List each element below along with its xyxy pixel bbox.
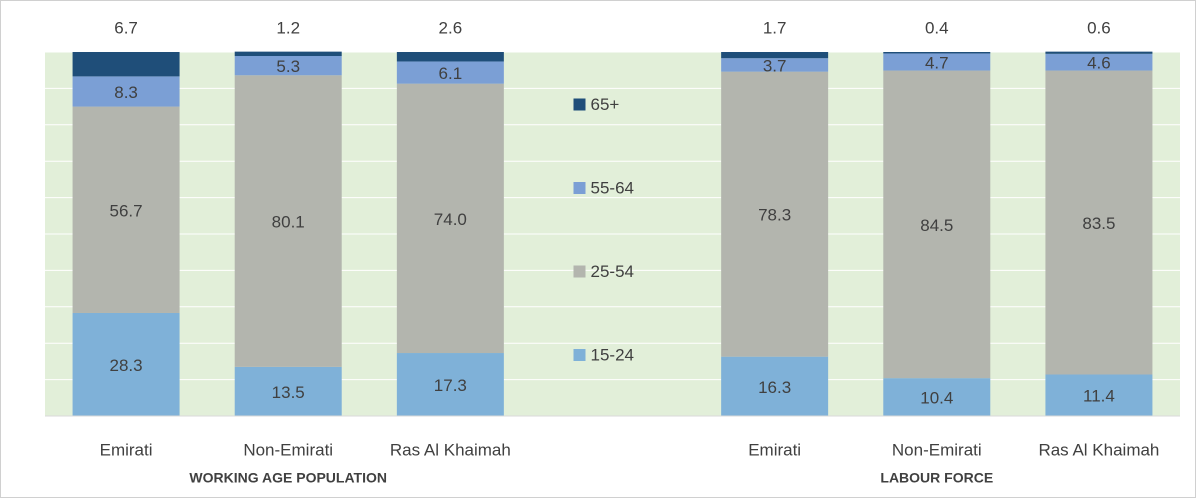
bar-segment [72, 312, 180, 416]
bar-segment [396, 353, 504, 416]
data-label: 1.7 [763, 18, 787, 37]
data-label: 2.6 [439, 18, 463, 37]
bar-segment [234, 51, 342, 57]
bar-segment [883, 378, 991, 416]
data-label: 56.7 [110, 201, 143, 220]
legend-label: 25-54 [591, 262, 634, 281]
bar-segment [72, 106, 180, 313]
bar-segment [1045, 53, 1153, 71]
x-tick-label: Emirati [100, 440, 153, 459]
data-label: 10.4 [920, 389, 953, 408]
data-label: 4.6 [1087, 54, 1111, 73]
x-tick-label: Non-Emirati [243, 440, 333, 459]
data-label: 1.2 [276, 18, 300, 37]
data-label: 28.3 [110, 356, 143, 375]
bar-segment [1045, 70, 1153, 375]
bar-segment [721, 52, 829, 59]
legend-label: 55-64 [591, 178, 634, 197]
group-label: WORKING AGE POPULATION [189, 470, 387, 486]
bar-segment [721, 356, 829, 416]
data-label: 8.3 [114, 83, 138, 102]
legend-label: 15-24 [591, 345, 634, 364]
bar-segment [234, 75, 342, 367]
data-label: 6.1 [439, 64, 463, 83]
legend-swatch [573, 98, 586, 111]
legend-swatch [573, 349, 586, 361]
legend-swatch [573, 265, 586, 278]
data-label: 80.1 [272, 213, 305, 232]
bar-segment [396, 61, 504, 84]
data-label: 74.0 [434, 210, 467, 229]
x-tick-label: Emirati [748, 440, 801, 459]
data-label: 83.5 [1082, 214, 1115, 233]
bar-segment [396, 52, 504, 62]
bar-segment [883, 53, 991, 71]
data-label: 0.6 [1087, 18, 1111, 37]
group-label: LABOUR FORCE [880, 470, 993, 486]
data-label: 84.5 [920, 216, 953, 235]
x-tick-label: Non-Emirati [892, 440, 982, 459]
data-label: 3.7 [763, 56, 787, 75]
data-label: 78.3 [758, 206, 791, 225]
bar-segment [1045, 374, 1153, 416]
bar-segment [721, 58, 829, 72]
legend-label: 65+ [591, 95, 620, 114]
data-label: 0.4 [925, 18, 949, 37]
data-label: 17.3 [434, 376, 467, 395]
bar-segment [1045, 51, 1153, 54]
data-label: 11.4 [1083, 387, 1115, 406]
bar-segment [396, 83, 504, 354]
bar-segment [234, 366, 342, 416]
legend-swatch [573, 182, 586, 194]
data-label: 4.7 [925, 53, 949, 72]
data-label: 6.7 [114, 18, 138, 37]
bar-segment [721, 71, 829, 357]
bar-segment [883, 70, 991, 379]
bar-segment [72, 52, 180, 77]
data-label: 16.3 [758, 378, 791, 397]
bar-segment [234, 56, 342, 76]
bar-segment [883, 52, 991, 54]
x-tick-label: Ras Al Khaimah [390, 440, 511, 459]
x-tick-label: Ras Al Khaimah [1038, 440, 1159, 459]
data-label: 13.5 [272, 383, 305, 402]
bar-segment [72, 76, 180, 107]
data-label: 5.3 [276, 57, 300, 76]
